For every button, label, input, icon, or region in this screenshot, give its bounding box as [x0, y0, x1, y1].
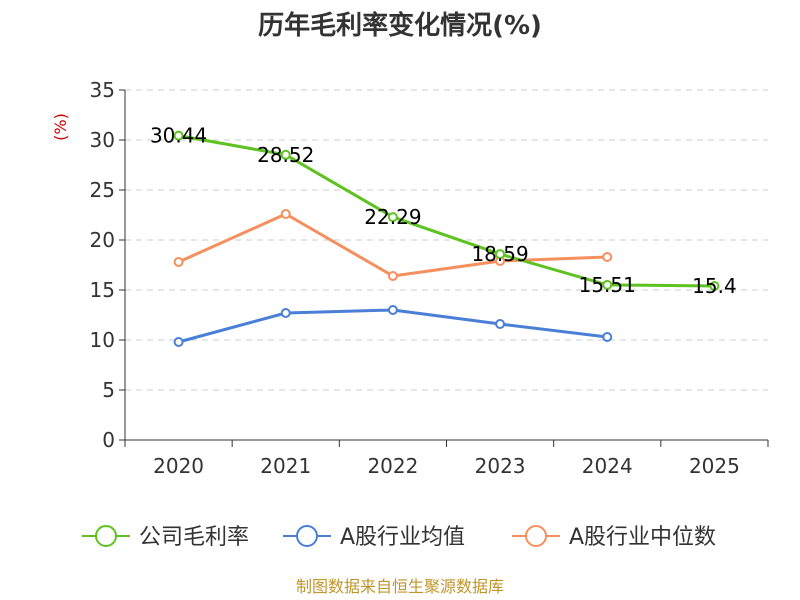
y-tick-label: 25 [90, 178, 115, 202]
source-note: 制图数据来自恒生聚源数据库 [296, 577, 504, 596]
data-labels: 30.44 28.52 22.29 18.59 15.51 15.4 [150, 124, 737, 298]
grid-lines [125, 89, 768, 391]
data-point [387, 212, 398, 223]
chart-title: 历年毛利率变化情况(%) [258, 10, 542, 41]
data-point [173, 257, 184, 267]
y-tick-label: 10 [90, 328, 115, 352]
legend-item: A股行业均值 [283, 525, 465, 550]
data-label: 15.4 [692, 274, 737, 298]
y-tick-label: 35 [90, 78, 115, 102]
x-tick-label: 2024 [582, 454, 633, 478]
data-label: 30.44 [150, 124, 207, 148]
series-layer [173, 130, 720, 347]
y-tick-label: 30 [90, 128, 115, 152]
legend-label: A股行业中位数 [569, 525, 716, 550]
legend-item: A股行业中位数 [512, 525, 716, 550]
data-label: 28.52 [257, 143, 314, 167]
legend-label: A股行业均值 [340, 525, 465, 550]
data-point [280, 308, 291, 318]
data-point [280, 209, 291, 219]
legend-marker [95, 525, 117, 547]
x-tick-label: 2023 [475, 454, 526, 478]
series-1 [173, 305, 613, 347]
legend: 公司毛利率 A股行业均值 A股行业中位数 [82, 525, 716, 550]
data-point [602, 279, 613, 290]
data-point [709, 281, 720, 291]
data-point [387, 305, 398, 315]
series-line [178, 134, 715, 288]
y-tick-label: 5 [102, 378, 115, 402]
data-point [173, 337, 184, 347]
y-tick-label: 15 [90, 278, 115, 302]
data-point [173, 130, 184, 141]
series-0 [173, 130, 720, 291]
data-point [387, 271, 398, 281]
data-label: 22.29 [364, 205, 421, 229]
x-tick-label: 2022 [367, 454, 418, 478]
data-label: 18.59 [471, 242, 528, 266]
data-point [602, 332, 613, 342]
legend-label: 公司毛利率 [139, 525, 249, 550]
x-tick-label: 2020 [153, 454, 204, 478]
x-tick-label: 2025 [689, 454, 740, 478]
data-label: 15.51 [579, 273, 636, 297]
legend-item: 公司毛利率 [82, 525, 249, 550]
data-point [602, 252, 613, 262]
y-axis-label: (%) [51, 113, 70, 141]
legend-marker [296, 525, 318, 547]
legend-marker [525, 525, 547, 547]
data-point [495, 319, 506, 329]
x-tick-label: 2021 [260, 454, 311, 478]
data-point [495, 249, 506, 260]
data-point [280, 149, 291, 160]
y-tick-label: 0 [102, 428, 115, 452]
y-tick-label: 20 [90, 228, 115, 252]
series-2 [173, 209, 613, 281]
